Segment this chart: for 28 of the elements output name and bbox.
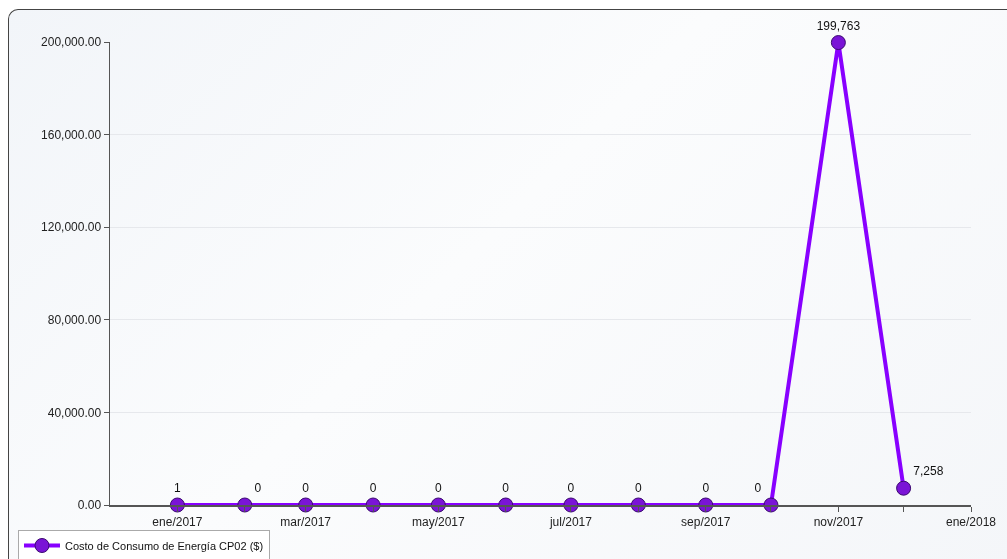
y-tick-label: 40,000.00 [47,405,102,420]
data-label: 0 [434,481,442,496]
data-label: 0 [702,481,710,496]
x-tick-label: ene/2018 [945,514,997,529]
point [830,35,846,51]
data-label: 0 [567,481,575,496]
y-tick-label: 0.00 [77,498,102,513]
data-label: 199,763 [816,18,861,33]
x-tick-label: sep/2017 [681,514,731,529]
data-label: 1 [174,481,182,496]
x-tick-label: nov/2017 [813,514,864,529]
data-label: 0 [302,481,310,496]
y-tick-label: 80,000.00 [47,313,102,327]
legend-label: Costo de Consumo de Energía CP02 ($) [65,539,264,552]
x-tick-label: jul/2017 [548,514,593,529]
x-tick-label: mar/2017 [280,514,332,529]
point [896,480,912,496]
y-tick-label: 200,000.00 [41,35,102,50]
data-label: 0 [254,481,262,496]
data-label: 7,258 [913,464,944,479]
data-label: 0 [502,481,510,496]
y-tick-label: 160,000.00 [41,127,102,142]
x-tick-label: may/2017 [411,514,465,529]
data-label: 0 [369,481,377,496]
data-label: 0 [754,481,762,496]
y-tick-label: 120,000.00 [41,220,102,235]
x-tick-label: ene/2017 [152,514,203,529]
data-label: 0 [635,481,642,496]
